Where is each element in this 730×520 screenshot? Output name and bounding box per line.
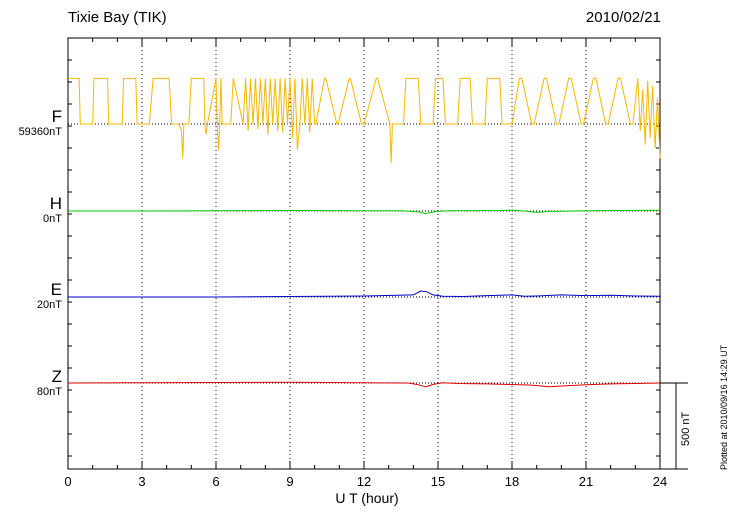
- component-baseline: 80nT: [36, 386, 62, 398]
- x-tick-label: 18: [505, 474, 519, 489]
- x-tick-label: 15: [431, 474, 445, 489]
- series-e-line: [68, 290, 661, 298]
- scale-bar: [660, 382, 688, 470]
- component-label-f: F 59360nT: [2, 108, 62, 138]
- component-baseline: 59360nT: [18, 126, 62, 138]
- x-tick-label: 21: [579, 474, 593, 489]
- component-baseline: 0nT: [43, 213, 62, 225]
- station-title: Tixie Bay (TIK): [68, 9, 167, 26]
- component-name: F: [51, 107, 62, 126]
- scale-bar-label: 500 nT: [680, 411, 692, 446]
- x-tick-label: 3: [138, 474, 145, 489]
- component-baseline: 20nT: [36, 299, 62, 311]
- component-label-e: E 20nT: [2, 281, 62, 311]
- axis-ticks: [67, 38, 661, 469]
- x-axis-label: U T (hour): [335, 490, 398, 506]
- x-tick-label: 24: [653, 474, 667, 489]
- vertical-gridlines: [141, 38, 587, 469]
- series-f-line: [68, 77, 661, 164]
- plotted-timestamp: Plotted at 2010/09/16 14:29 UT: [719, 344, 729, 470]
- series-lines: [67, 77, 661, 388]
- series-z-line: [67, 381, 661, 388]
- x-tick-label: 9: [286, 474, 293, 489]
- component-name: Z: [51, 367, 62, 386]
- component-name: H: [49, 194, 62, 213]
- component-label-h: H 0nT: [2, 195, 62, 225]
- x-tick-label: 12: [357, 474, 371, 489]
- x-tick-labels: 0 3 6 9 12 15 18 21 24: [64, 474, 667, 489]
- component-name: E: [50, 280, 62, 299]
- series-h-line: [68, 209, 661, 215]
- x-tick-label: 6: [212, 474, 219, 489]
- x-tick-label: 0: [64, 474, 71, 489]
- plot-date: 2010/02/21: [585, 9, 661, 26]
- component-label-z: Z 80nT: [2, 368, 62, 398]
